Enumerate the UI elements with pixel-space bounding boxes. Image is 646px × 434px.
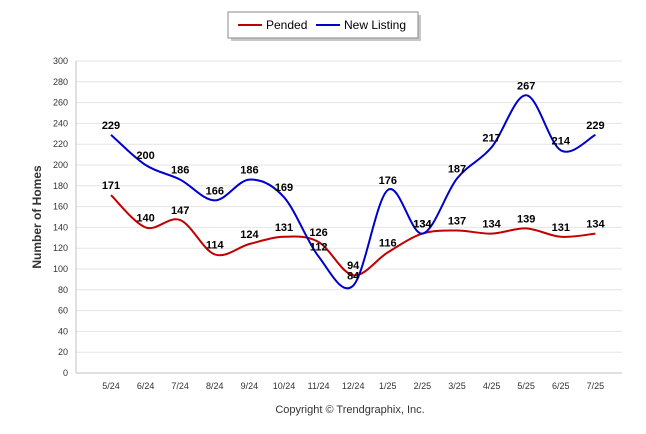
y-tick-label: 180	[53, 181, 68, 191]
y-tick-label: 20	[58, 347, 68, 357]
data-label-new-listing: 176	[379, 175, 397, 187]
data-label-pended: 124	[240, 229, 259, 241]
x-tick-label: 7/24	[171, 381, 189, 391]
data-label-pended: 171	[102, 180, 120, 192]
legend: Pended New Listing	[227, 11, 421, 41]
data-label-pended: 114	[206, 239, 225, 251]
x-tick-label: 12/24	[342, 381, 365, 391]
data-label-pended: 131	[275, 222, 293, 234]
data-label-new-listing: 186	[240, 165, 258, 177]
copyright-text: Copyright © Trendgraphix, Inc.	[275, 404, 424, 416]
y-tick-label: 120	[53, 243, 68, 253]
data-label-pended: 94	[347, 260, 360, 272]
data-label-pended: 116	[379, 237, 397, 249]
data-label-new-listing: 186	[171, 165, 189, 177]
data-label-new-listing: 229	[586, 120, 604, 132]
x-tick-label: 9/24	[241, 381, 259, 391]
data-label-new-listing: 217	[482, 132, 500, 144]
data-label-pended: 140	[136, 212, 154, 224]
y-tick-label: 280	[53, 77, 68, 87]
series-lines	[110, 94, 596, 290]
x-tick-labels: 5/24 6/24 7/24 8/24 9/24 10/24 11/24 12/24 1/25 2…	[102, 381, 604, 391]
legend-label-pended: Pended	[266, 18, 307, 32]
series-line-pended	[110, 194, 596, 277]
y-tick-label: 140	[53, 222, 68, 232]
x-tick-label: 8/24	[206, 381, 224, 391]
data-label-new-listing: 84	[347, 271, 360, 283]
x-tick-label: 4/25	[483, 381, 501, 391]
data-label-new-listing: 229	[102, 120, 120, 132]
data-label-pended: 134	[586, 219, 605, 231]
data-label-new-listing: 134	[413, 219, 432, 231]
x-tick-label: 1/25	[379, 381, 397, 391]
y-tick-label: 100	[53, 264, 68, 274]
x-tick-label: 10/24	[273, 381, 296, 391]
data-label-new-listing: 169	[275, 182, 293, 194]
data-label-pended: 147	[171, 205, 189, 217]
data-label-pended: 134	[413, 219, 432, 231]
data-label-new-listing: 267	[517, 80, 535, 92]
data-label-new-listing: 166	[206, 185, 224, 197]
data-label-pended: 126	[309, 227, 327, 239]
x-tick-label: 7/25	[587, 381, 605, 391]
x-tick-label: 6/24	[137, 381, 155, 391]
grid-lines	[76, 60, 622, 374]
data-label-new-listing: 112	[310, 242, 328, 254]
data-label-pended: 134	[482, 219, 501, 231]
data-label-new-listing: 214	[552, 135, 571, 147]
series-line-new-listing	[110, 94, 596, 290]
y-axis-label: Number of Homes	[30, 165, 44, 269]
y-tick-label: 300	[53, 56, 68, 66]
x-tick-label: 5/25	[517, 381, 535, 391]
legend-label-new-listing: New Listing	[344, 18, 406, 32]
y-tick-label: 200	[53, 160, 68, 170]
y-tick-label: 60	[58, 306, 68, 316]
y-tick-label: 80	[58, 285, 68, 295]
y-tick-label: 260	[53, 98, 68, 108]
x-tick-label: 5/24	[102, 381, 120, 391]
x-tick-label: 6/25	[552, 381, 570, 391]
data-label-pended: 139	[517, 213, 535, 225]
x-tick-label: 3/25	[448, 381, 466, 391]
y-tick-label: 0	[63, 368, 68, 378]
data-label-new-listing: 187	[448, 164, 466, 176]
axes	[75, 61, 622, 374]
y-tick-labels: 0 20 40 60 80 100 120 140 160 180 200 220 240 260 280 3…	[53, 56, 68, 378]
y-tick-label: 240	[53, 118, 68, 128]
y-tick-label: 40	[58, 326, 68, 336]
y-tick-label: 160	[53, 202, 68, 212]
x-tick-label: 11/24	[308, 381, 330, 391]
data-label-new-listing: 200	[136, 150, 154, 162]
x-tick-label: 2/25	[414, 381, 432, 391]
y-tick-label: 220	[53, 139, 68, 149]
data-label-pended: 131	[552, 222, 570, 234]
data-labels: 171 140 147 114 124 131 126 94 116 134 137 134 139 13…	[102, 80, 606, 282]
data-label-pended: 137	[448, 216, 466, 228]
